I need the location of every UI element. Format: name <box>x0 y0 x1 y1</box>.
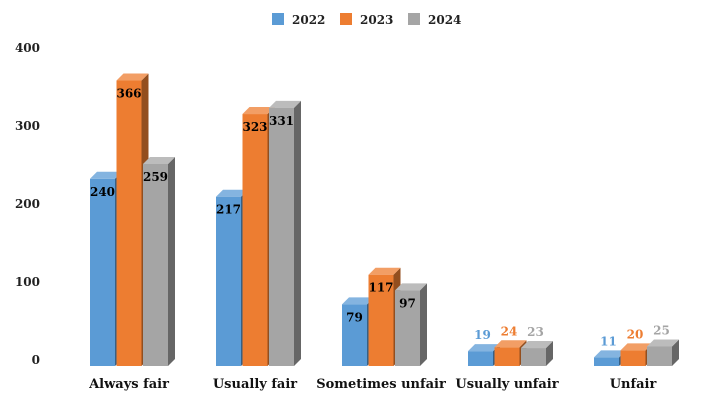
legend-swatch <box>340 13 352 25</box>
data-label: 217 <box>216 203 241 217</box>
data-label: 11 <box>600 334 617 348</box>
x-tick-label: Usually fair <box>213 377 297 392</box>
bar-top <box>494 340 527 348</box>
bar-top <box>594 350 626 358</box>
bar-front <box>368 274 394 366</box>
bar-front <box>342 304 367 366</box>
x-tick-label: Sometimes unfair <box>316 377 446 392</box>
y-tick-label: 100 <box>15 275 40 289</box>
y-tick-label: 400 <box>15 41 40 55</box>
bar-2024-1: 331 <box>269 100 301 366</box>
bar-front <box>521 348 546 366</box>
x-tick-label: Usually unfair <box>455 377 558 392</box>
x-tick-label: Unfair <box>610 377 657 392</box>
chart-bars: 240 366 259 217 323 331 79 117 97 19 24 23 11 20 25 <box>90 73 679 367</box>
bar-side <box>294 100 301 366</box>
bar-side <box>168 156 175 366</box>
bar-top <box>521 341 553 349</box>
legend-swatch <box>408 13 420 25</box>
data-label: 240 <box>90 185 115 199</box>
bar-front <box>90 178 115 366</box>
bar-top <box>342 297 374 305</box>
bar-side <box>672 339 679 366</box>
bar-top <box>216 189 248 197</box>
data-label: 323 <box>242 120 267 134</box>
y-tick-label: 200 <box>15 197 40 211</box>
bar-top <box>116 73 149 81</box>
bar-2023-4: 20 <box>620 327 653 366</box>
bar-front <box>269 107 294 366</box>
bar-front <box>594 357 619 366</box>
data-label: 331 <box>269 114 294 128</box>
legend-label: 2022 <box>292 13 325 27</box>
data-label: 20 <box>627 327 644 341</box>
data-label: 23 <box>527 325 544 339</box>
legend-item-2024: 2024 <box>408 13 461 27</box>
data-label: 25 <box>653 324 670 338</box>
bar-front <box>216 196 241 366</box>
bar-top <box>242 107 275 115</box>
bar-top <box>368 267 401 275</box>
bar-front <box>620 350 646 366</box>
bar-2023-0: 366 <box>116 73 149 367</box>
data-label: 19 <box>474 328 491 342</box>
bar-front <box>143 163 168 366</box>
bar-top <box>269 100 301 108</box>
bar-2024-0: 259 <box>143 156 175 366</box>
legend-label: 2023 <box>360 13 393 27</box>
y-tick-label: 300 <box>15 119 40 133</box>
data-label: 79 <box>346 310 363 324</box>
bar-top <box>90 171 122 179</box>
bar-front <box>494 347 520 366</box>
bar-top <box>395 283 427 291</box>
bar-side <box>420 283 427 366</box>
bar-front <box>647 346 672 366</box>
chart-legend: 2022 2023 2024 <box>272 13 461 27</box>
bar-top <box>468 344 500 352</box>
data-label: 117 <box>368 281 393 295</box>
x-axis: Always fair Usually fair Sometimes unfair U… <box>88 377 656 392</box>
bar-front <box>242 114 268 366</box>
data-label: 24 <box>501 324 518 338</box>
bar-front <box>395 290 420 366</box>
legend-label: 2024 <box>428 13 461 27</box>
legend-item-2022: 2022 <box>272 13 325 27</box>
bar-2024-4: 25 <box>647 324 679 366</box>
data-label: 259 <box>143 170 168 184</box>
bar-side <box>546 341 553 366</box>
bar-top <box>143 156 175 164</box>
legend-item-2023: 2023 <box>340 13 393 27</box>
y-tick-label: 0 <box>32 353 40 367</box>
y-axis: 0 100 200 300 400 <box>15 41 40 367</box>
bar-top <box>620 343 653 351</box>
data-label: 97 <box>399 296 416 310</box>
x-tick-label: Always fair <box>88 377 169 392</box>
data-label: 366 <box>116 87 141 101</box>
legend-swatch <box>272 13 284 25</box>
bar-2024-2: 97 <box>395 283 427 366</box>
bar-top <box>647 339 679 347</box>
bar-front <box>116 80 142 367</box>
bar-2024-3: 23 <box>521 325 553 366</box>
bar-front <box>468 351 493 366</box>
